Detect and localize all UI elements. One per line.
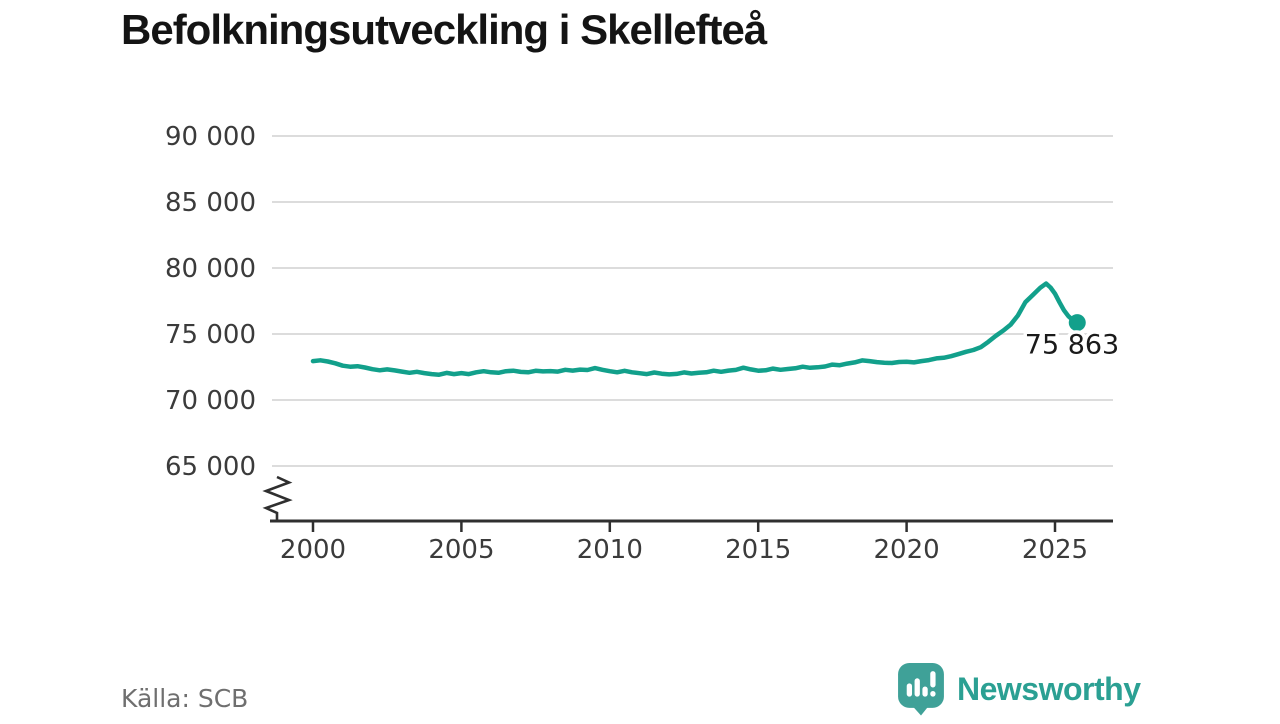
y-axis-label: 85 000 [165,188,256,218]
y-axis-label: 80 000 [165,254,256,284]
y-axis-label: 65 000 [165,452,256,482]
y-axis-label: 70 000 [165,386,256,416]
y-axis-label: 90 000 [165,122,256,152]
newsworthy-logo-text: Newsworthy [957,671,1141,707]
source-note: Källa: SCB [121,684,249,713]
end-value-label: 75 863 [1025,330,1119,361]
population-line [310,281,1080,377]
y-axis-label: 75 000 [165,320,256,350]
x-axis-label: 2025 [1022,535,1088,565]
chart-title: Befolkningsutveckling i Skellefteå [121,6,767,53]
x-axis-label: 2005 [428,535,494,565]
axis-break-icon [262,475,293,520]
x-axis-label: 2010 [577,535,643,565]
x-axis-label: 2020 [874,535,940,565]
newsworthy-logo: Newsworthy [897,663,1141,716]
x-axis-label: 2015 [725,535,791,565]
x-axis-label: 2000 [280,535,346,565]
end-point-marker [1068,314,1086,332]
newsworthy-logo-icon [897,663,946,716]
